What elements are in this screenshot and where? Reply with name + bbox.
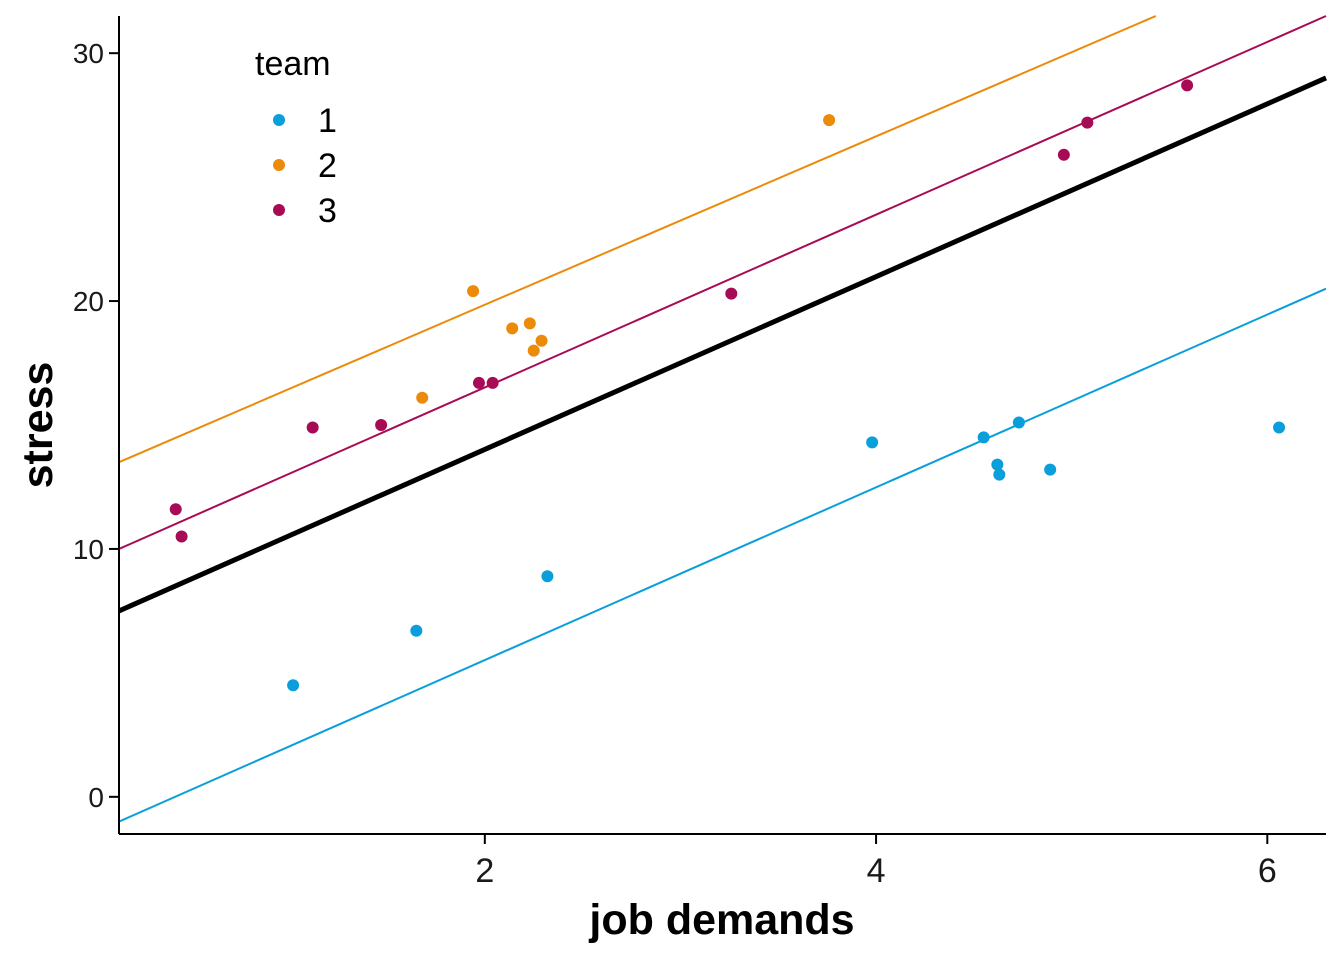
- data-point-team-1: [991, 458, 1004, 471]
- x-tick-label: 6: [1258, 852, 1277, 890]
- data-point-team-1: [1273, 421, 1286, 434]
- data-point-team-3: [1081, 116, 1094, 129]
- fit-lines-layer: [117, 15, 1328, 823]
- legend-entries: 1 2 3: [273, 102, 337, 230]
- data-point-team-3: [375, 419, 388, 431]
- data-point-team-1: [1012, 416, 1025, 429]
- data-point-team-2: [535, 334, 548, 347]
- y-tick-label: 10: [73, 534, 104, 565]
- data-point-team-2: [467, 285, 480, 298]
- y-axis-ticks: 0 10 20 30: [73, 38, 119, 813]
- data-point-team-2: [527, 344, 540, 357]
- y-tick-label: 0: [88, 782, 104, 813]
- data-point-team-2: [823, 114, 836, 127]
- legend-swatch-team-3: [273, 204, 285, 216]
- data-point-team-3: [486, 376, 499, 389]
- y-tick-label: 20: [73, 286, 104, 317]
- data-points-layer: [169, 79, 1286, 692]
- legend-label-team-1: 1: [318, 102, 337, 140]
- x-axis-ticks: 2 4 6: [475, 834, 1277, 890]
- legend-label-team-3: 3: [318, 192, 337, 230]
- fit-line-team-1: [118, 287, 1327, 823]
- x-tick-label: 4: [867, 852, 886, 890]
- legend-label-team-2: 2: [318, 147, 337, 185]
- fit-line-team-3: [118, 15, 1327, 550]
- legend-swatch-team-2: [273, 159, 285, 171]
- data-point-team-1: [541, 570, 554, 583]
- data-point-team-3: [1057, 148, 1070, 161]
- data-point-team-1: [977, 431, 990, 444]
- axes: [118, 16, 1326, 835]
- overall-fit-line: [117, 75, 1328, 614]
- legend: team 1 2 3: [255, 45, 337, 230]
- legend-swatch-team-1: [273, 114, 285, 126]
- data-point-team-2: [416, 391, 429, 404]
- data-point-team-2: [506, 322, 519, 335]
- y-axis-title: stress: [14, 362, 62, 489]
- y-tick-label: 30: [73, 38, 104, 69]
- data-point-team-1: [410, 624, 423, 637]
- data-point-team-3: [169, 503, 182, 516]
- data-point-team-2: [523, 317, 536, 330]
- x-tick-label: 2: [475, 852, 494, 890]
- data-point-team-1: [1044, 463, 1057, 476]
- legend-title: team: [255, 45, 331, 83]
- data-point-team-3: [306, 421, 319, 434]
- fit-line-team-2: [118, 15, 1157, 464]
- data-point-team-1: [287, 679, 300, 692]
- x-axis-title: job demands: [588, 896, 854, 944]
- data-point-team-3: [472, 376, 485, 389]
- data-point-team-3: [725, 287, 738, 300]
- data-point-team-3: [175, 530, 188, 543]
- data-point-team-1: [993, 468, 1006, 481]
- data-point-team-3: [1181, 79, 1194, 92]
- data-point-team-1: [866, 436, 879, 449]
